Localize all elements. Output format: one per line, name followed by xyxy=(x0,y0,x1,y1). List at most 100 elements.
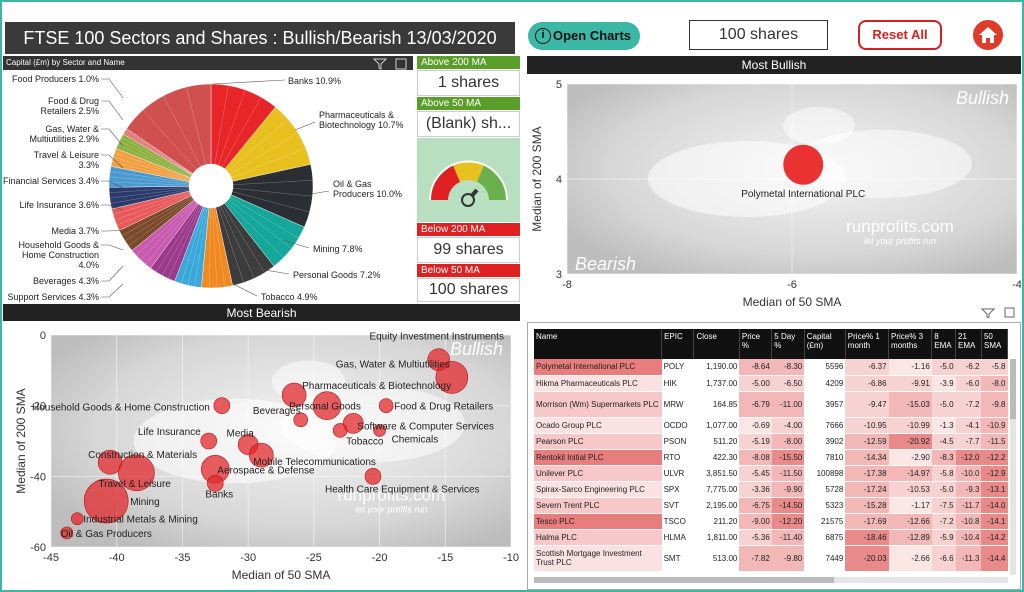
pie-slice-divider xyxy=(232,180,313,185)
pie-slice-divider xyxy=(168,205,202,279)
x-tick-label: -6 xyxy=(787,279,797,291)
filter-icon xyxy=(980,308,996,318)
table-cell: Pearson PLC xyxy=(534,433,662,450)
table-column-header[interactable]: 21 EMA xyxy=(955,329,982,359)
x-tick-label: -35 xyxy=(174,552,190,564)
table-cell: PSON xyxy=(661,433,694,450)
table-cell: -6.37 xyxy=(845,359,889,376)
table-cell: 3,851.50 xyxy=(693,465,740,482)
x-tick-label: -4 xyxy=(1012,279,1021,291)
table-column-header[interactable]: Capital (£m) xyxy=(804,329,846,359)
page-title: FTSE 100 Sectors and Shares : Bullish/Be… xyxy=(5,22,515,80)
table-cell: Severn Trent PLC xyxy=(534,497,662,514)
table-column-header[interactable]: 50 SMA xyxy=(981,329,1008,359)
table-cell: Halma PLC xyxy=(534,529,662,546)
horizontal-scrollbar[interactable] xyxy=(534,577,1008,583)
pie-slice-divider xyxy=(110,189,190,204)
table-column-header[interactable]: Price% 1 month xyxy=(845,329,890,359)
expand-icon[interactable] xyxy=(395,58,407,70)
open-charts-button[interactable]: i Open Charts xyxy=(528,22,640,50)
table-cell: Tesco PLC xyxy=(534,513,662,530)
table-cell: -7.82 xyxy=(739,545,772,572)
pie-label: Retailers 2.5% xyxy=(40,106,99,116)
bearish-bubble-label: Media xyxy=(227,429,255,440)
table-row[interactable]: Hikma Pharmaceuticals PLC HIK 1,737.00 -5.0… xyxy=(534,375,1008,392)
table-cell: Unilever PLC xyxy=(534,465,662,482)
table-cell: -17.38 xyxy=(845,465,889,482)
table-row[interactable]: Halma PLC HLMA 1,811.00 -5.36 -11.40 6875 -18.… xyxy=(534,529,1008,546)
table-column-header[interactable]: 8 EMA xyxy=(931,329,957,359)
table-row[interactable]: Morrison (Wm) Supermarkets PLC MRW 164.85-… xyxy=(534,391,1008,418)
table-row[interactable]: Severn Trent PLC SVT 2,195.00 -6.75 -14.50 53… xyxy=(534,497,1008,514)
x-tick-label: -25 xyxy=(306,552,322,564)
table-row[interactable]: Tesco PLC TSCO 211.20 -9.00 -12.20 21575 -17.6… xyxy=(534,513,1008,530)
bearish-bubble-label: Beverages xyxy=(253,406,301,417)
pie-label: Banks 10.9% xyxy=(288,76,341,86)
table-cell: 1,077.00 xyxy=(693,417,740,434)
bearish-bubble xyxy=(281,382,307,408)
pie-leader-line xyxy=(294,121,316,131)
table-cell: Rentokil Initial PLC xyxy=(534,449,662,466)
table-cell: -10.8 xyxy=(955,513,982,530)
pie-slice-divider xyxy=(226,201,284,259)
table-row[interactable]: Ocado Group PLC OCDO 1,077.00 -0.69 -4.00 766… xyxy=(534,417,1008,434)
table-cell: SVT xyxy=(661,497,694,514)
pie-header: Capital (£m) by Sector and Name xyxy=(3,56,413,70)
table-cell: 3957 xyxy=(804,391,846,418)
pie-slice-divider xyxy=(162,205,201,276)
bullish-bubble-label: Polymetal International PLC xyxy=(741,189,865,200)
table-cell: -9.00 xyxy=(739,513,772,530)
bearish-bubble-label: Household Goods & Home Construction xyxy=(32,403,210,414)
vertical-scrollbar[interactable] xyxy=(1010,359,1016,575)
table-column-header[interactable]: Price % xyxy=(739,329,773,359)
table-column-header[interactable]: Close xyxy=(693,329,740,359)
table-cell: -7.2 xyxy=(931,513,956,530)
shares-table-panel: Name EPIC Close Price % 5 Day % Capital (£m) P… xyxy=(527,322,1021,590)
pie-label: Tobacco 4.9% xyxy=(261,292,318,302)
table-cell: -9.91 xyxy=(888,375,932,392)
home-button[interactable] xyxy=(973,20,1003,50)
x-axis-title: Median of 50 SMA xyxy=(743,295,842,309)
pie-slice-divider xyxy=(113,191,190,215)
filter-icon[interactable] xyxy=(373,58,387,70)
table-column-header[interactable]: 5 Day % xyxy=(771,329,805,359)
bullish-bubble xyxy=(783,144,824,185)
table-cell: 5323 xyxy=(804,497,846,514)
table-cell: -8.3 xyxy=(931,449,956,466)
table-cell: Polymetal International PLC xyxy=(534,359,662,376)
pie-slice-divider xyxy=(232,191,310,213)
bearish-bubble xyxy=(364,468,382,485)
table-row[interactable]: Spirax-Sarco Engineering PLC SPX 7,775.00-… xyxy=(534,481,1008,498)
pie-label: Biotechnology 10.7% xyxy=(319,120,404,130)
pie-slice xyxy=(230,164,314,228)
table-cell: -11.3 xyxy=(955,545,982,572)
table-cell: -9.90 xyxy=(771,481,805,498)
reset-all-button[interactable]: Reset All xyxy=(858,20,942,50)
table-column-header[interactable]: EPIC xyxy=(661,329,695,359)
table-row[interactable]: Polymetal International PLC POLY 1,190.00-… xyxy=(534,359,1008,376)
table-cell: -8.0 xyxy=(981,375,1008,392)
table-row[interactable]: Scottish Mortgage Investment Trust PLC SM… xyxy=(534,545,1008,572)
table-row[interactable]: Rentokil Initial PLC RTO 422.30 -8.08 -15.50… xyxy=(534,449,1008,466)
below-200-label: Below 200 MA xyxy=(417,223,520,236)
table-cell: -5.00 xyxy=(739,375,772,392)
table-column-header[interactable]: Name xyxy=(534,329,663,359)
watermark-bullish: Bullish xyxy=(450,339,503,359)
table-cell: -6.75 xyxy=(739,497,772,514)
table-column-header[interactable]: Price% 3 months xyxy=(888,329,933,359)
table-cell: -13.1 xyxy=(981,481,1008,498)
ma-gauge-column: Above 200 MA 1 shares Above 50 MA (Blank… xyxy=(417,56,520,302)
pie-leader-line xyxy=(101,265,124,282)
table-cell: -8.00 xyxy=(771,433,805,450)
bearish-bubble-label: Industrial Metals & Mining xyxy=(83,515,197,526)
table-row[interactable]: Pearson PLC PSON 511.20 -5.19 -8.00 3902 -12.5… xyxy=(534,433,1008,450)
table-cell: -14.0 xyxy=(981,497,1008,514)
pie-slice-divider xyxy=(194,207,208,287)
pie-slice-divider xyxy=(125,129,193,175)
bearish-bubble xyxy=(118,454,155,492)
table-cell: ULVR xyxy=(661,465,694,482)
pie-leader-line xyxy=(212,79,286,85)
table-cell: 1,811.00 xyxy=(693,529,740,546)
table-cell: -6.6 xyxy=(931,545,956,572)
table-row[interactable]: Unilever PLC ULVR 3,851.50 -5.45 -11.50 10089… xyxy=(534,465,1008,482)
